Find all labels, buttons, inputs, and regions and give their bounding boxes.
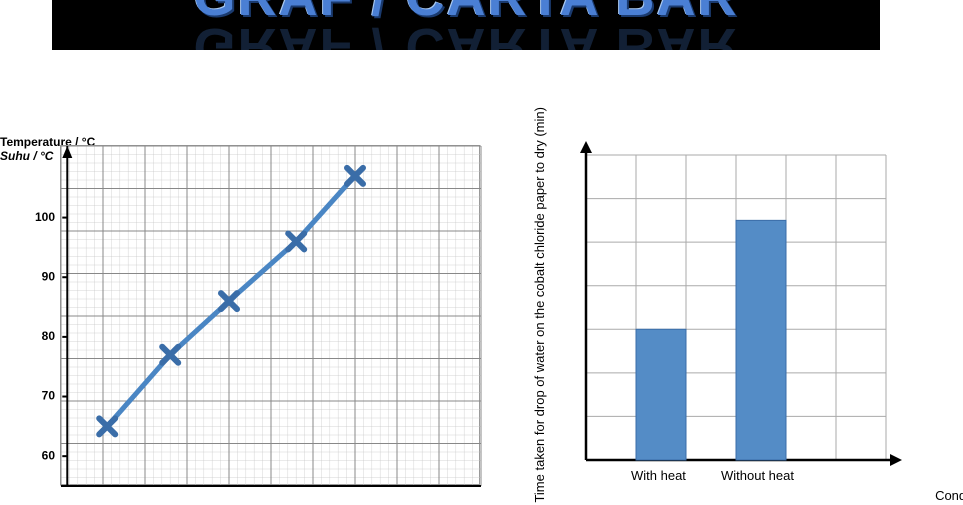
bar-chart-plot: With heat Without heat bbox=[586, 155, 886, 460]
banner-reflection: GRAF / CARTA BAR bbox=[194, 20, 739, 50]
svg-text:60: 60 bbox=[42, 448, 56, 462]
svg-text:90: 90 bbox=[42, 269, 56, 283]
line-chart-plot: 60708090100 bbox=[60, 145, 480, 485]
bar-category-1: Without heat bbox=[721, 468, 794, 483]
bar-chart-svg bbox=[586, 155, 886, 460]
bar-chart-y-title: Time taken for drop of water on the coba… bbox=[532, 107, 548, 502]
title-banner-inner: GRAF / CARTA BAR GRAF / CARTA BAR bbox=[194, 0, 739, 50]
bar-chart: Time taken for drop of water on the coba… bbox=[530, 145, 950, 505]
line-chart-svg: 60708090100 bbox=[61, 146, 481, 486]
svg-text:70: 70 bbox=[42, 389, 56, 403]
title-banner: GRAF / CARTA BAR GRAF / CARTA BAR bbox=[52, 0, 880, 50]
line-chart: Temperature / °C Suhu / °C 60708090100 bbox=[0, 135, 495, 505]
bar-chart-y-title-wrap: Time taken for drop of water on the coba… bbox=[520, 145, 560, 465]
bar-chart-x-title: Condition bbox=[935, 488, 963, 503]
bar-category-0: With heat bbox=[631, 468, 686, 483]
svg-text:80: 80 bbox=[42, 329, 56, 343]
svg-text:100: 100 bbox=[35, 210, 55, 224]
